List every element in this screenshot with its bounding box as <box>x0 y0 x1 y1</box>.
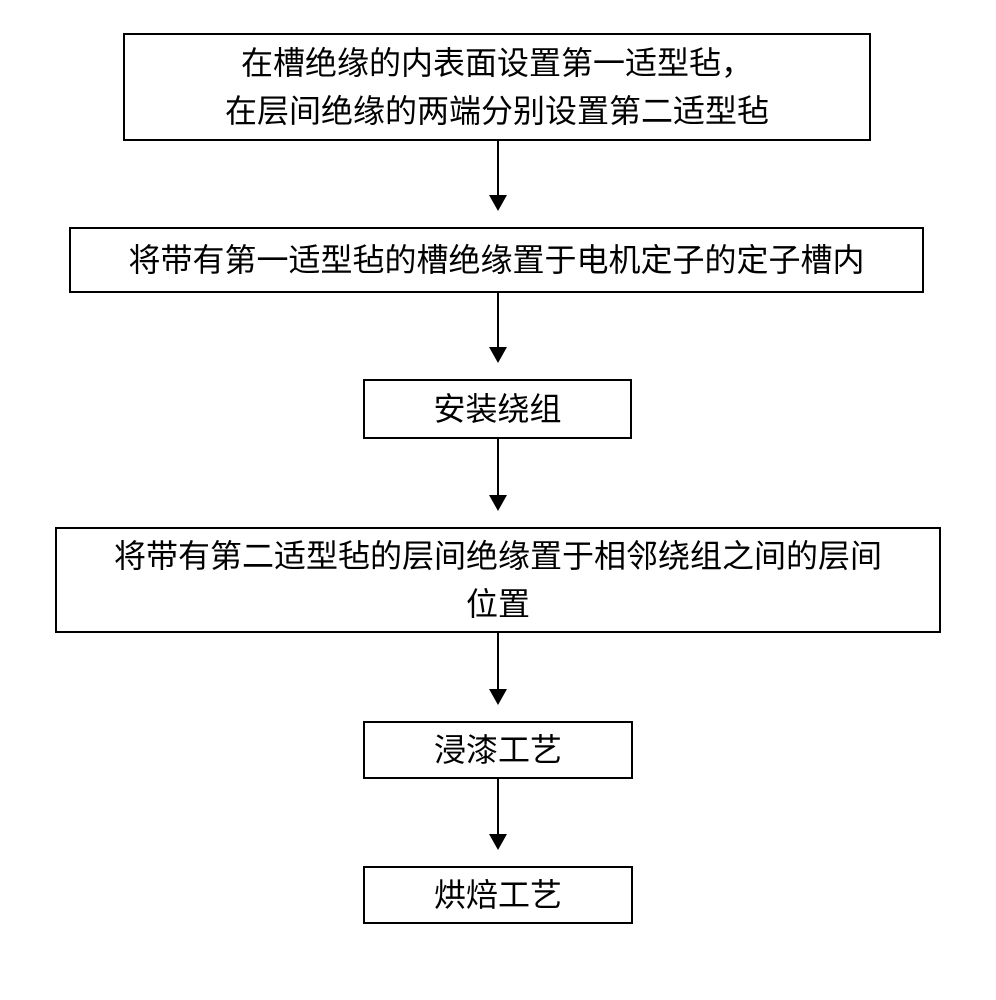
arrow-line <box>497 633 499 689</box>
arrow-head-icon <box>489 347 507 363</box>
flow-node-3-text: 安装绕组 <box>433 385 561 433</box>
flow-arrow-3 <box>489 439 507 511</box>
flow-arrow-5 <box>489 779 507 850</box>
flow-node-6-text: 烘焙工艺 <box>434 871 562 919</box>
arrow-head-icon <box>489 689 507 705</box>
flow-node-4: 将带有第二适型毡的层间绝缘置于相邻绕组之间的层间 位置 <box>55 527 941 633</box>
arrow-line <box>497 439 499 495</box>
flow-node-1-text: 在槽绝缘的内表面设置第一适型毡， 在层间绝缘的两端分别设置第二适型毡 <box>225 39 769 135</box>
flow-node-3: 安装绕组 <box>363 379 632 439</box>
flow-arrow-4 <box>489 633 507 705</box>
arrow-head-icon <box>489 834 507 850</box>
flow-node-1: 在槽绝缘的内表面设置第一适型毡， 在层间绝缘的两端分别设置第二适型毡 <box>123 33 871 141</box>
arrow-head-icon <box>489 195 507 211</box>
arrow-line <box>497 779 499 834</box>
flow-arrow-2 <box>489 293 507 363</box>
arrow-head-icon <box>489 495 507 511</box>
flow-node-2: 将带有第一适型毡的槽绝缘置于电机定子的定子槽内 <box>69 227 924 293</box>
flow-arrow-1 <box>489 141 507 211</box>
arrow-line <box>497 293 499 347</box>
flow-node-5: 浸漆工艺 <box>363 721 633 779</box>
flowchart-container: 在槽绝缘的内表面设置第一适型毡， 在层间绝缘的两端分别设置第二适型毡 将带有第一… <box>0 0 996 1000</box>
arrow-line <box>497 141 499 195</box>
flow-node-6: 烘焙工艺 <box>363 866 633 924</box>
flow-node-4-text: 将带有第二适型毡的层间绝缘置于相邻绕组之间的层间 位置 <box>114 532 882 628</box>
flow-node-2-text: 将带有第一适型毡的槽绝缘置于电机定子的定子槽内 <box>128 236 864 284</box>
flow-node-5-text: 浸漆工艺 <box>434 726 562 774</box>
